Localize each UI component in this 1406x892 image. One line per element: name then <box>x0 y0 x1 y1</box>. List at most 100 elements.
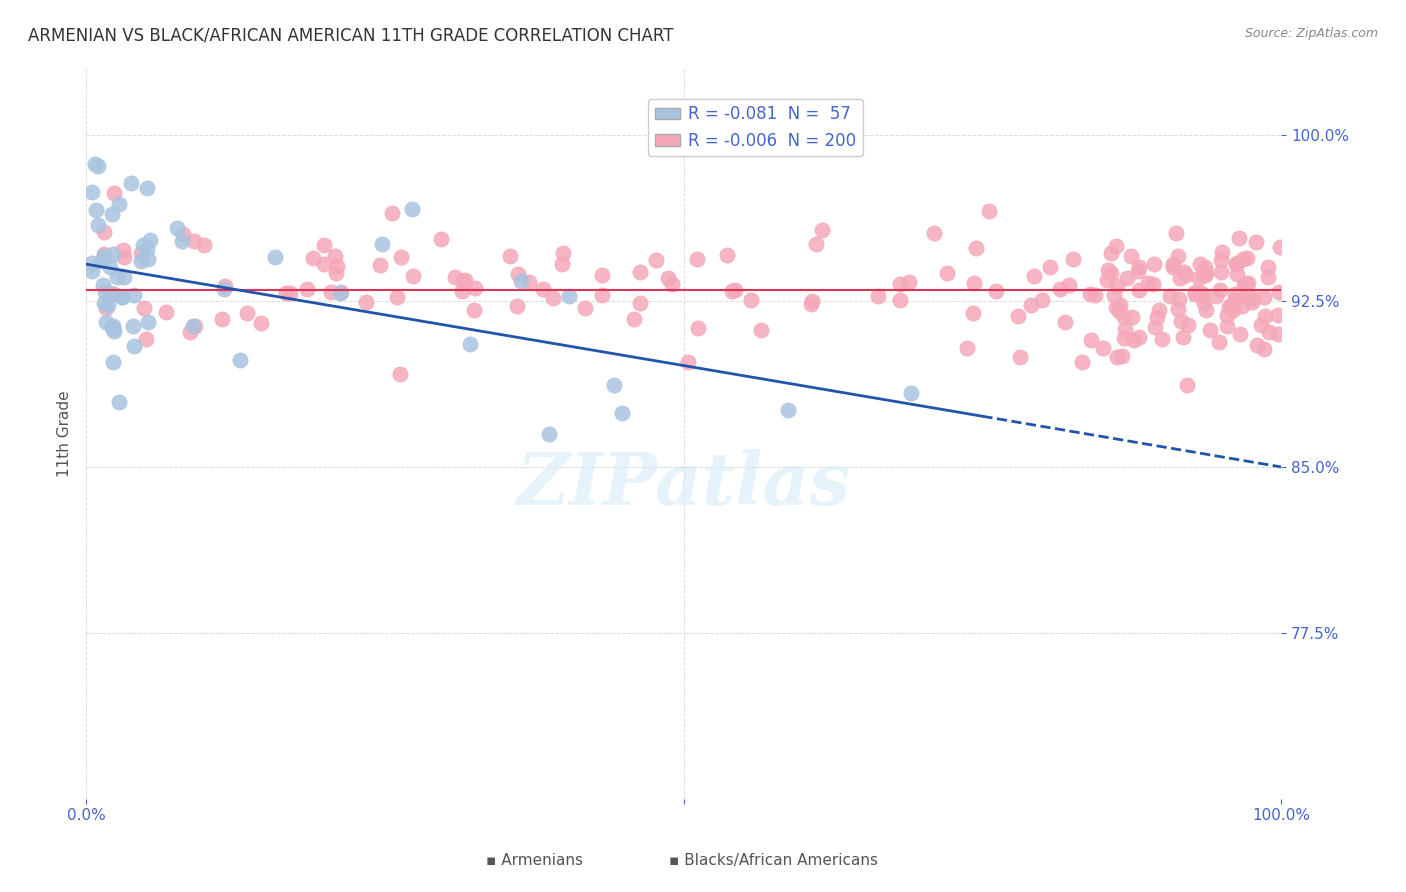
Point <box>1039 260 1062 274</box>
Text: ▪ Armenians: ▪ Armenians <box>486 854 582 868</box>
Point <box>132 301 155 316</box>
Point <box>184 318 207 333</box>
Point <box>100 320 122 334</box>
Point <box>1022 268 1045 283</box>
Point <box>1111 349 1133 363</box>
Point <box>1253 343 1275 357</box>
Point <box>80 255 103 269</box>
Point <box>686 321 709 335</box>
Point <box>1241 292 1264 306</box>
Point <box>370 258 392 272</box>
Point <box>1112 331 1135 345</box>
Point <box>1218 301 1240 315</box>
Point <box>1097 263 1119 277</box>
Point <box>1126 264 1149 278</box>
Point <box>800 294 823 309</box>
Point <box>1144 320 1167 334</box>
Point <box>1229 326 1251 341</box>
Point <box>1244 235 1267 249</box>
Point <box>1149 303 1171 318</box>
Point <box>1191 289 1213 303</box>
Point <box>295 282 318 296</box>
Point <box>510 274 533 288</box>
Legend: R = -0.081  N =  57, R = -0.006  N = 200: R = -0.081 N = 57, R = -0.006 N = 200 <box>648 99 863 156</box>
Point <box>1226 267 1249 281</box>
Point <box>1225 257 1247 271</box>
Point <box>1092 342 1115 356</box>
Point <box>956 342 979 356</box>
Point <box>444 270 467 285</box>
Point <box>550 257 572 271</box>
Point <box>214 279 236 293</box>
Point <box>93 249 115 263</box>
Point <box>1105 300 1128 314</box>
Point <box>1121 310 1143 324</box>
Point <box>98 286 121 301</box>
Point <box>1257 260 1279 274</box>
Point <box>1146 310 1168 325</box>
Point <box>1270 240 1292 254</box>
Point <box>1188 270 1211 285</box>
Point <box>179 325 201 339</box>
Point <box>1209 253 1232 268</box>
Point <box>325 249 347 263</box>
Point <box>1236 277 1258 292</box>
Point <box>139 233 162 247</box>
Point <box>91 253 114 268</box>
Point <box>103 186 125 201</box>
Point <box>87 159 110 173</box>
Point <box>676 354 699 368</box>
Point <box>1257 270 1279 285</box>
Point <box>1194 260 1216 274</box>
Point <box>1195 266 1218 280</box>
Point <box>103 319 125 334</box>
Point <box>1194 268 1216 282</box>
Point <box>541 291 564 305</box>
Point <box>1195 303 1218 318</box>
Point <box>499 249 522 263</box>
Point <box>101 322 124 336</box>
Point <box>1215 308 1237 322</box>
Point <box>329 285 352 300</box>
Point <box>1170 314 1192 328</box>
Point <box>354 294 377 309</box>
Point <box>120 177 142 191</box>
Point <box>135 331 157 345</box>
Point <box>1209 284 1232 298</box>
Point <box>107 269 129 284</box>
Point <box>1250 318 1272 333</box>
Point <box>1128 260 1150 275</box>
Point <box>1209 265 1232 279</box>
Point <box>122 287 145 301</box>
Point <box>402 269 425 284</box>
Point <box>129 254 152 268</box>
Point <box>868 289 890 303</box>
Point <box>1105 278 1128 293</box>
Point <box>1171 329 1194 343</box>
Point <box>211 311 233 326</box>
Point <box>136 252 159 266</box>
Point <box>387 290 409 304</box>
Point <box>751 323 773 337</box>
Point <box>1078 287 1101 301</box>
Point <box>1008 350 1031 364</box>
Point <box>686 252 709 267</box>
Point <box>628 296 651 310</box>
Point <box>122 338 145 352</box>
Point <box>135 181 157 195</box>
Point <box>450 284 472 298</box>
Point <box>897 276 920 290</box>
Point <box>108 395 131 409</box>
Point <box>101 354 124 368</box>
Text: ARMENIAN VS BLACK/AFRICAN AMERICAN 11TH GRADE CORRELATION CHART: ARMENIAN VS BLACK/AFRICAN AMERICAN 11TH … <box>28 27 673 45</box>
Point <box>1167 249 1189 263</box>
Point <box>464 281 486 295</box>
Point <box>1222 302 1244 317</box>
Point <box>1237 291 1260 305</box>
Point <box>107 197 129 211</box>
Point <box>302 252 325 266</box>
Point <box>806 236 828 251</box>
Point <box>1267 326 1289 341</box>
Point <box>657 271 679 285</box>
Point <box>776 402 799 417</box>
